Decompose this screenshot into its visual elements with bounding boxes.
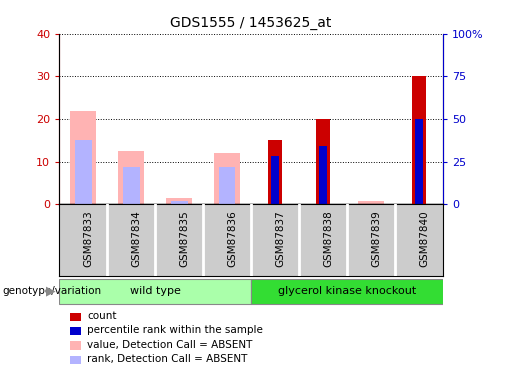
Title: GDS1555 / 1453625_at: GDS1555 / 1453625_at — [170, 16, 332, 30]
Bar — [412, 76, 425, 204]
Text: GSM87833: GSM87833 — [83, 210, 93, 267]
Bar — [59, 279, 251, 304]
Bar — [123, 167, 140, 204]
Text: GSM87837: GSM87837 — [275, 210, 285, 267]
Bar — [251, 279, 443, 304]
Text: count: count — [87, 311, 116, 321]
Text: glycerol kinase knockout: glycerol kinase knockout — [278, 286, 416, 296]
Text: GSM87838: GSM87838 — [323, 210, 333, 267]
Bar — [70, 111, 96, 204]
Text: genotype/variation: genotype/variation — [3, 286, 101, 296]
Bar — [415, 119, 423, 204]
Bar — [268, 140, 282, 204]
Text: ▶: ▶ — [46, 285, 56, 297]
Text: GSM87839: GSM87839 — [371, 210, 381, 267]
Text: GSM87840: GSM87840 — [419, 210, 429, 267]
Text: GSM87834: GSM87834 — [131, 210, 141, 267]
Text: percentile rank within the sample: percentile rank within the sample — [87, 326, 263, 335]
Text: value, Detection Call = ABSENT: value, Detection Call = ABSENT — [87, 340, 252, 350]
Bar — [358, 201, 384, 204]
Bar — [316, 119, 330, 204]
Text: GSM87836: GSM87836 — [227, 210, 237, 267]
Bar — [214, 153, 241, 204]
Bar — [171, 201, 187, 204]
Bar — [118, 151, 144, 204]
Bar — [166, 198, 192, 204]
Text: wild type: wild type — [130, 286, 181, 296]
Bar — [271, 156, 279, 204]
Bar — [75, 140, 92, 204]
Text: GSM87835: GSM87835 — [179, 210, 189, 267]
Bar — [219, 167, 235, 204]
Bar — [319, 146, 328, 204]
Text: rank, Detection Call = ABSENT: rank, Detection Call = ABSENT — [87, 354, 247, 364]
